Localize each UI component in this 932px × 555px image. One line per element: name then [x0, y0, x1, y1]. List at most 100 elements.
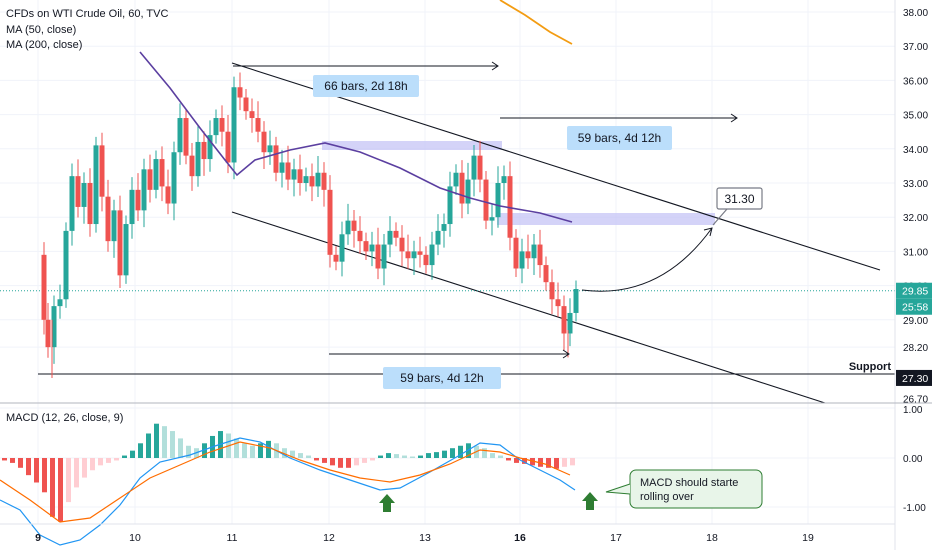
callout-pointer — [605, 483, 631, 495]
histogram-bar — [442, 450, 447, 458]
candle-body — [375, 244, 381, 269]
ma200-line — [499, 0, 573, 45]
candle-body — [189, 155, 195, 177]
histogram-bar — [554, 458, 559, 469]
candle-body — [135, 189, 141, 211]
arrow-head — [562, 349, 570, 359]
histogram-bar — [26, 458, 31, 476]
descending-channel — [0, 62, 895, 404]
candle-body — [105, 196, 111, 242]
legend-ma200: MA (200, close) — [6, 39, 83, 51]
histogram-bar — [290, 450, 295, 458]
histogram-bar — [570, 458, 575, 466]
histogram-bar — [266, 440, 271, 458]
projection-curve — [581, 227, 713, 292]
arrow-head — [491, 61, 499, 71]
histogram-bar — [530, 458, 535, 466]
candle-body — [531, 244, 537, 259]
target-label: 31.30 — [724, 192, 754, 206]
histogram-bar — [490, 453, 495, 458]
time-tick-label: 16 — [514, 532, 526, 544]
macd-tick-label: 1.00 — [903, 405, 923, 416]
price-tick-label: 34.00 — [903, 145, 928, 156]
candle-body — [81, 183, 87, 207]
histogram-bar — [370, 458, 375, 461]
histogram-bar — [386, 453, 391, 458]
candle-body — [435, 230, 441, 245]
histogram-bar — [114, 458, 119, 461]
price-tick-label: 36.00 — [903, 76, 928, 87]
price-tick-label: 32.00 — [903, 213, 928, 224]
annotations: 66 bars, 2d 18h 59 bars, 4d 12h 59 bars, 4… — [233, 61, 891, 389]
countdown-value: 25:58 — [902, 302, 928, 314]
candle-body — [387, 230, 393, 245]
candle-body — [561, 306, 567, 334]
histogram-bar — [418, 455, 423, 458]
candle-body — [57, 299, 63, 307]
candle-body — [567, 312, 573, 334]
price-tick-label: 37.00 — [903, 42, 928, 53]
histogram-bar — [354, 458, 359, 466]
price-axis: 38.00 37.00 36.00 35.00 34.00 33.00 32.00 31.00… — [896, 8, 932, 405]
histogram-bar — [434, 452, 439, 458]
candle-body — [573, 289, 579, 313]
price-tick-label: 35.00 — [903, 111, 928, 122]
histogram-bar — [106, 458, 111, 463]
grid — [0, 0, 895, 524]
candle-body — [141, 169, 147, 211]
histogram-bar — [314, 458, 319, 461]
candle-body — [411, 251, 417, 259]
candle-body — [489, 217, 495, 221]
candle-body — [405, 251, 411, 259]
macd-title: MACD (12, 26, close, 9) — [6, 412, 124, 424]
histogram-bar — [426, 453, 431, 458]
candle-body — [441, 224, 447, 231]
candle-body — [129, 189, 135, 225]
candle-body — [471, 155, 477, 180]
histogram-bar — [18, 458, 23, 468]
arrow-head — [730, 113, 738, 123]
price-tick-label: 33.00 — [903, 179, 928, 190]
candle-body — [297, 169, 303, 183]
candle-body — [243, 97, 249, 112]
histogram-bar — [482, 448, 487, 458]
candle-body — [41, 254, 47, 320]
candle-body — [543, 265, 549, 283]
candle-body — [345, 220, 351, 235]
candle-body — [177, 118, 183, 153]
candle-body — [327, 189, 333, 255]
candle-body — [417, 251, 423, 255]
histogram-bar — [186, 445, 191, 458]
candle-body — [381, 244, 387, 269]
candle-body — [447, 186, 453, 225]
time-tick-label: 19 — [802, 532, 814, 544]
histogram-bar — [402, 455, 407, 458]
candle-body — [315, 172, 321, 187]
histogram-bar — [522, 458, 527, 464]
candle-body — [279, 162, 285, 173]
time-tick-label: 17 — [610, 532, 622, 544]
candle-body — [363, 241, 369, 252]
up-arrow-icon — [582, 492, 598, 510]
last-price-tag — [896, 282, 932, 299]
up-arrow-icon — [379, 494, 395, 512]
time-tick-label: 10 — [129, 532, 141, 544]
candle-body — [237, 87, 243, 98]
histogram-bar — [170, 431, 175, 458]
histogram-bar — [234, 438, 239, 458]
candle-body — [75, 176, 81, 207]
candle-body — [165, 186, 171, 204]
last-price-value: 29.85 — [902, 286, 928, 298]
candles — [41, 72, 579, 378]
candle-body — [69, 176, 75, 231]
histogram-bar — [50, 458, 55, 517]
histogram-bar — [322, 458, 327, 463]
candle-body — [351, 220, 357, 231]
channel-upper-line — [231, 62, 881, 271]
histogram-bar — [154, 423, 159, 458]
candle-body — [159, 159, 165, 187]
histogram-bar — [90, 458, 95, 471]
target-label-box — [716, 187, 763, 210]
candle-body — [183, 118, 189, 156]
